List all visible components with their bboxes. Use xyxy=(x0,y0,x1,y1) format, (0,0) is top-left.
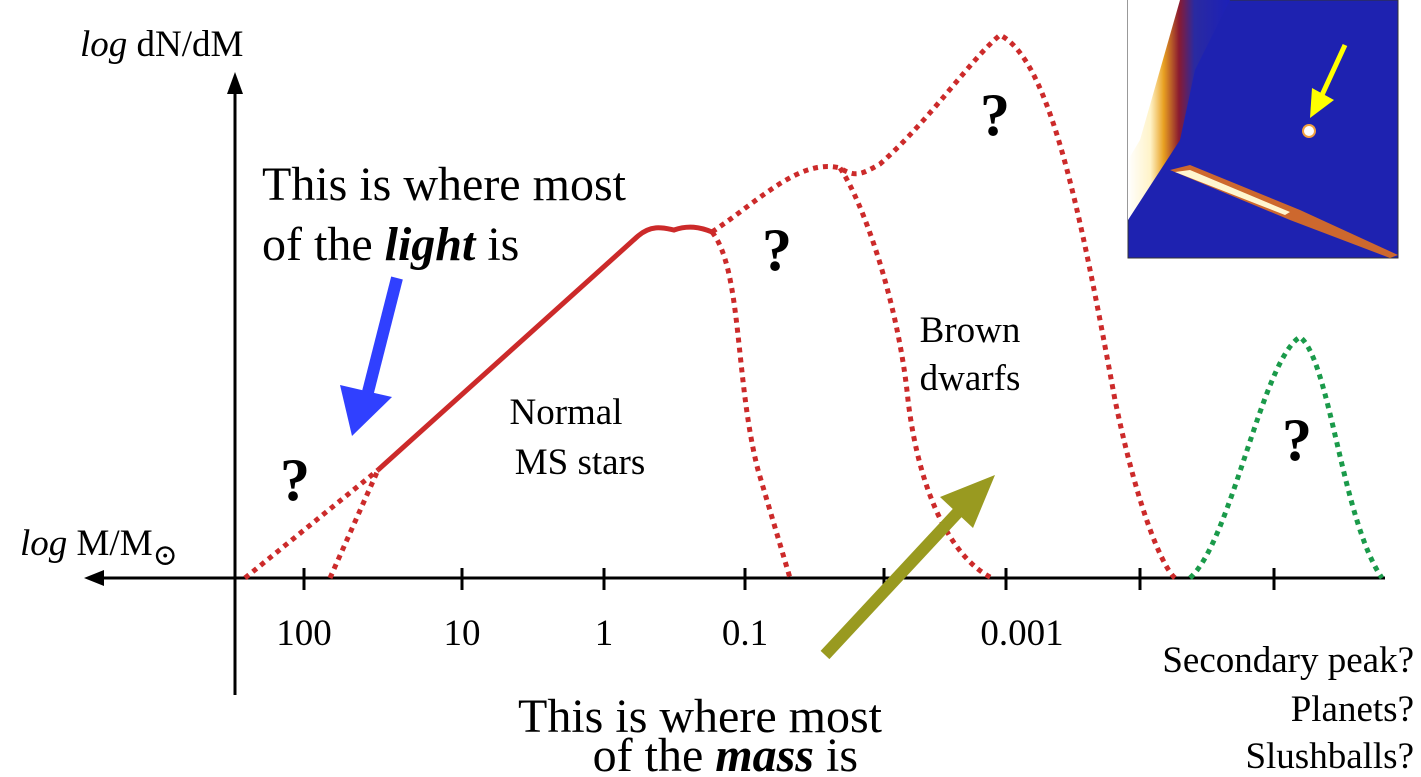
secondary-note: Secondary peak? xyxy=(1162,640,1414,681)
question-mark: ? xyxy=(980,82,1010,148)
light-note: This is where most xyxy=(262,158,627,211)
mass-arrow xyxy=(820,505,965,660)
normal-stars-label: MS stars xyxy=(515,442,646,483)
uncertain-curves xyxy=(243,32,1177,581)
normal-stars-label: Normal xyxy=(509,392,622,433)
x-tick-label: 100 xyxy=(276,613,332,654)
x-axis-label: log M/M⊙ xyxy=(20,523,178,572)
light-arrow xyxy=(362,276,403,394)
light-arrowhead xyxy=(340,385,392,436)
x-tick-label: 0.1 xyxy=(722,613,768,654)
secondary-note: Planets? xyxy=(1291,689,1414,730)
secondary-curve xyxy=(1188,333,1385,580)
light-note: of the light is xyxy=(262,218,519,271)
y-arrowhead xyxy=(227,72,243,94)
inset-image xyxy=(1127,0,1399,259)
y-axis-label: log dN/dM xyxy=(80,24,243,65)
axes xyxy=(100,92,1385,695)
question-mark: ? xyxy=(762,217,792,283)
x-tick-label: 0.001 xyxy=(980,613,1063,654)
question-mark: ? xyxy=(280,447,310,513)
mass-arrowhead xyxy=(940,475,995,528)
mass-note: This is where most xyxy=(518,690,883,743)
x-tick-labels: 100 10 1 0.1 0.001 xyxy=(276,613,1063,654)
secondary-note: Slushballs? xyxy=(1245,736,1414,777)
measured-curve xyxy=(376,224,713,472)
tick-marks xyxy=(302,568,1276,590)
mass-note: of the mass is xyxy=(593,729,858,777)
brown-dwarfs-label: dwarfs xyxy=(920,358,1021,399)
question-mark: ? xyxy=(1282,407,1312,473)
x-arrowhead xyxy=(84,570,104,586)
x-tick-label: 1 xyxy=(595,613,614,654)
x-tick-label: 10 xyxy=(444,613,481,654)
brown-dwarfs-label: Brown xyxy=(920,310,1021,351)
